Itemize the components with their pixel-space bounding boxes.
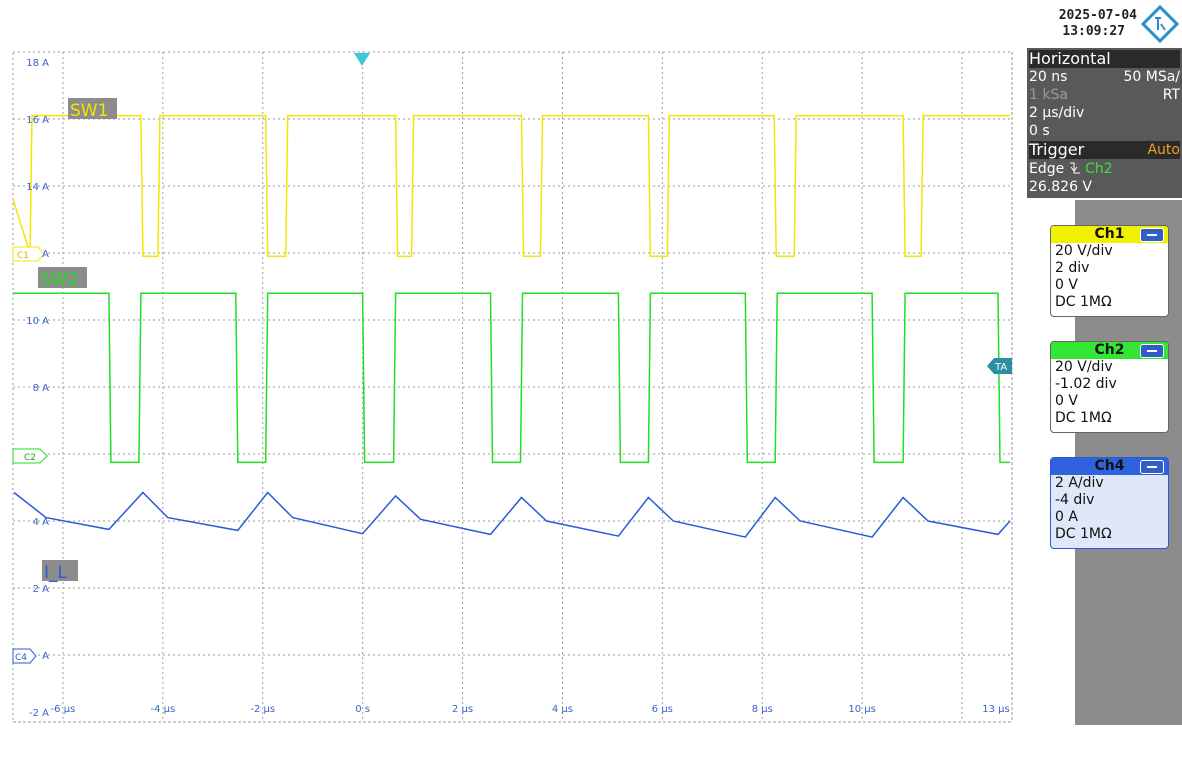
header-text: Trigger <box>1029 140 1085 159</box>
panel-row: 0 s <box>1029 122 1180 140</box>
ch-marker-label: C4 <box>15 653 27 663</box>
x-tick-label: -6 µs <box>51 704 76 715</box>
x-tick-label: 2 µs <box>452 704 473 715</box>
record: 1 kSa <box>1029 87 1068 103</box>
panel-row: 1 kSa RT <box>1029 86 1180 104</box>
x-tick-label: 4 µs <box>552 704 573 715</box>
y-tick-label: 14 A <box>26 182 49 193</box>
x-tick-label: -4 µs <box>150 704 175 715</box>
ch-zero: 0 A <box>1055 509 1078 525</box>
trigger-level-marker <box>987 358 1012 374</box>
sample-rate: 50 MSa/ <box>1123 69 1180 85</box>
panel-row: Edge Ch2 <box>1029 160 1180 178</box>
channel-toggle[interactable] <box>1140 344 1164 358</box>
channel-toggle[interactable] <box>1140 228 1164 242</box>
trigger-source: Ch2 <box>1085 161 1113 177</box>
panel-header: Horizontal <box>1029 50 1180 68</box>
channel-name: Ch2 <box>1094 342 1125 358</box>
resolution: 20 ns <box>1029 69 1068 85</box>
scope-screen: SW1 SW2 I_L C1 C2 C4 TA -6 µs -4 µs -2 µs 0… <box>12 51 1013 723</box>
channel-header: Ch4 <box>1051 458 1168 475</box>
panel-header: Trigger Auto <box>1029 141 1180 159</box>
label-bg <box>38 267 87 288</box>
channel-header: Ch2 <box>1051 342 1168 359</box>
grid <box>13 51 1013 723</box>
ch-coupling: DC 1MΩ <box>1055 294 1112 310</box>
trace-label: SW2 <box>40 270 78 290</box>
trace <box>12 114 1010 258</box>
x-tick-label: 6 µs <box>652 704 673 715</box>
trace-label: I_L <box>44 563 68 583</box>
ch-marker <box>12 648 37 664</box>
time: 13:09:27 <box>1062 24 1125 39</box>
ch-offset: 2 div <box>1055 260 1090 276</box>
trigger-level-label: TA <box>994 362 1007 373</box>
ch-scale: 20 V/div <box>1055 243 1113 259</box>
x-tick-label: 10 µs <box>848 704 875 715</box>
trigger-type: Edge <box>1029 161 1065 177</box>
ch-marker-label: C2 <box>24 453 36 463</box>
scale: 2 µs/div <box>1029 105 1085 121</box>
y-tick-label: A <box>42 249 49 260</box>
ch-scale: 20 V/div <box>1055 359 1113 375</box>
horizontal-panel: Horizontal 20 ns 50 MSa/ 1 kSa RT 2 µs/div… <box>1027 48 1182 198</box>
trace <box>13 292 1010 464</box>
y-tick-label: 18 A <box>26 58 49 69</box>
y-tick-label: -2 A <box>29 708 49 719</box>
date: 2025-07-04 <box>1058 8 1137 23</box>
ch-zero: 0 V <box>1055 277 1078 293</box>
mode: RT <box>1162 87 1180 103</box>
y-tick-label: 2 A <box>33 584 50 595</box>
x-tick-label: 8 µs <box>752 704 773 715</box>
trigger-mode: Auto <box>1147 142 1180 158</box>
channel-box[interactable]: Ch1 20 V/div 2 div 0 V DC 1MΩ <box>1050 225 1169 317</box>
y-tick-label: 10 A <box>26 316 49 327</box>
ch-marker-label: C1 <box>17 251 29 261</box>
edge-icon <box>1069 162 1080 174</box>
channel-box[interactable]: Ch4 2 A/div -4 div 0 A DC 1MΩ <box>1050 457 1169 549</box>
logo <box>1140 4 1180 44</box>
channel-header: Ch1 <box>1051 226 1168 243</box>
channel-name: Ch1 <box>1094 226 1125 242</box>
ch-marker <box>12 246 45 262</box>
ch-zero: 0 V <box>1055 393 1078 409</box>
x-tick-label: 0 s <box>355 704 370 715</box>
ch-coupling: DC 1MΩ <box>1055 526 1112 542</box>
trigger-level: 26.826 V <box>1029 179 1093 195</box>
label-bg <box>68 98 117 119</box>
panel-row: 20 ns 50 MSa/ <box>1029 68 1180 86</box>
y-tick-label: 8 A <box>33 383 50 394</box>
x-tick-label: -2 µs <box>250 704 275 715</box>
trace-label: SW1 <box>70 101 108 121</box>
channel-box[interactable]: Ch2 20 V/div -1.02 div 0 V DC 1MΩ <box>1050 341 1169 433</box>
y-tick-label: A <box>42 651 49 662</box>
x-tick-label: 13 µs <box>982 704 1009 715</box>
y-tick-label: 16 A <box>26 115 49 126</box>
trigger-position <box>354 53 370 66</box>
panel-row: 2 µs/div <box>1029 104 1180 122</box>
ch-offset: -1.02 div <box>1055 376 1117 392</box>
position: 0 s <box>1029 123 1050 139</box>
trace <box>13 491 1011 538</box>
channel-toggle[interactable] <box>1140 460 1164 474</box>
channel-name: Ch4 <box>1094 458 1125 474</box>
ch-marker <box>12 448 48 464</box>
y-tick-label: 4 A <box>33 517 50 528</box>
ch-coupling: DC 1MΩ <box>1055 410 1112 426</box>
ch-scale: 2 A/div <box>1055 475 1104 491</box>
panel-row: 26.826 V <box>1029 178 1180 196</box>
traces <box>12 114 1011 538</box>
header-text: Horizontal <box>1029 49 1111 68</box>
ch-offset: -4 div <box>1055 492 1095 508</box>
label-bg <box>42 560 78 581</box>
